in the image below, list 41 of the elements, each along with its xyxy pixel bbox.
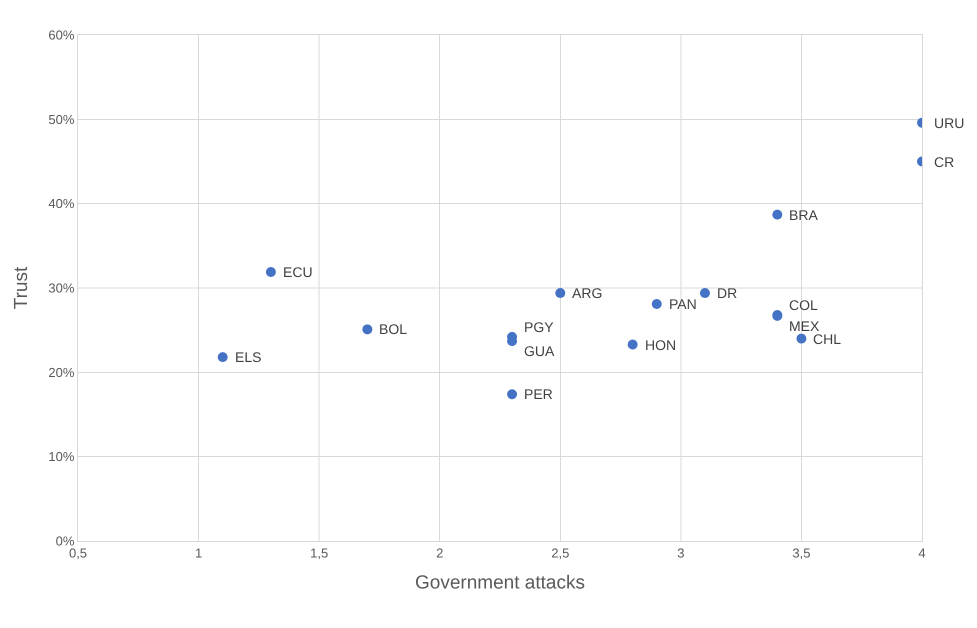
y-tick-label: 30% [48, 280, 75, 296]
y-tick-label: 40% [48, 196, 75, 212]
annotation: COL [789, 297, 818, 313]
annotation: URU [934, 115, 964, 131]
annotation: BRA [789, 207, 818, 223]
point [628, 340, 638, 350]
point [652, 299, 662, 310]
y-tick-label: 10% [48, 449, 75, 464]
annotation: DR [717, 285, 738, 301]
x-tick-label: 1 [194, 546, 202, 561]
point [700, 288, 710, 298]
x-tick-label: 3,5 [792, 546, 810, 561]
point [362, 324, 372, 334]
annotation: HON [645, 337, 676, 353]
x-tick-label: 1,5 [310, 546, 328, 561]
point [218, 352, 228, 362]
point [772, 210, 782, 220]
y-axis-title: Trust [11, 266, 32, 310]
annotation: PAN [669, 296, 697, 312]
annotation: ELS [235, 349, 262, 365]
point [507, 389, 518, 400]
annotation: CHL [813, 331, 842, 347]
annotation: PER [524, 386, 553, 402]
point [796, 334, 806, 344]
x-tick-label: 2 [436, 546, 444, 561]
annotation: PGY [524, 319, 554, 335]
x-tick-label: 4 [918, 546, 926, 561]
point [266, 266, 276, 277]
y-tick-label: 50% [48, 112, 75, 127]
x-axis-title: Government attacks [414, 572, 586, 594]
annotation: MEX [789, 318, 820, 334]
annotation: BOL [379, 321, 408, 337]
annotation: ECU [283, 264, 313, 280]
annotation: ARG [572, 285, 602, 301]
annotation: GUA [524, 343, 555, 359]
annotation: CR [934, 154, 954, 170]
y-tick-label: 60% [48, 28, 75, 43]
x-tick-label: 2,5 [551, 546, 570, 561]
x-tick-label: 3 [677, 546, 684, 561]
point [555, 288, 566, 298]
y-tick-label: 20% [48, 364, 75, 380]
